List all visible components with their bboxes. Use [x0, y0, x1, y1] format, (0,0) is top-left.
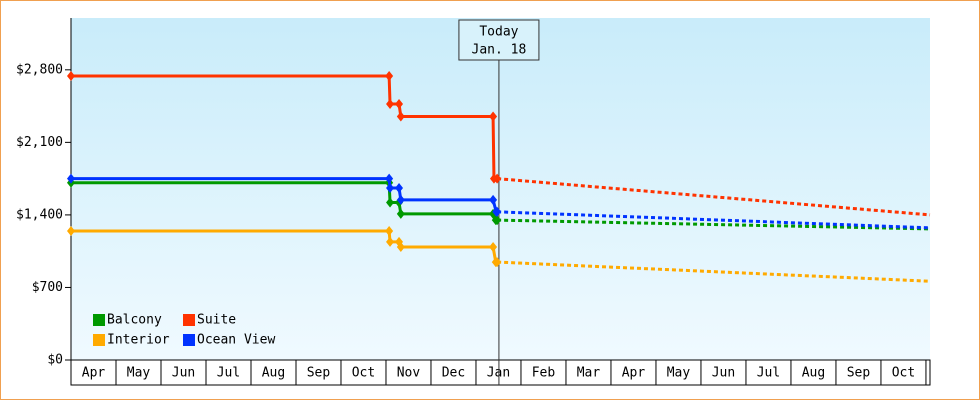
point-marker	[489, 242, 498, 253]
point-marker	[396, 194, 405, 205]
x-tick-label: Oct	[352, 366, 375, 381]
point-marker	[67, 225, 75, 236]
point-marker	[489, 194, 498, 205]
forecast-line	[497, 210, 931, 230]
point-marker	[396, 242, 405, 253]
legend-label: Interior	[107, 333, 170, 348]
forecast-line	[497, 218, 931, 231]
point-marker	[395, 99, 404, 110]
x-tick-label: Dec	[442, 366, 465, 381]
point-marker	[395, 182, 404, 193]
y-tick-label: $2,800	[16, 62, 63, 77]
point-marker	[396, 208, 405, 219]
x-tick-label: Jul	[217, 366, 240, 381]
x-tick-label: Mar	[577, 366, 601, 381]
point-marker	[67, 71, 75, 82]
plot-area	[71, 18, 930, 360]
point-marker	[67, 173, 75, 184]
x-tick-label: Sep	[307, 366, 331, 381]
point-marker	[385, 173, 394, 184]
x-tick-label: May	[127, 366, 151, 381]
point-marker	[386, 197, 395, 208]
x-tick-label: May	[667, 366, 691, 381]
x-tick-label: Sep	[847, 366, 871, 381]
forecast-line	[496, 177, 931, 217]
point-marker	[493, 215, 502, 226]
x-tick-label: Feb	[532, 366, 556, 381]
legend-swatch	[183, 314, 195, 326]
x-tick-label: Aug	[262, 366, 285, 381]
x-tick-label: Apr	[82, 366, 106, 381]
x-tick-label: Jun	[172, 366, 195, 381]
x-axis-band	[70, 359, 931, 386]
point-marker	[489, 111, 498, 122]
x-tick-label: Jun	[712, 366, 735, 381]
x-tick-label: Oct	[892, 366, 915, 381]
y-tick-label: $700	[32, 280, 63, 295]
point-marker	[386, 182, 395, 193]
y-tick-label: $1,400	[16, 207, 63, 222]
point-marker	[493, 257, 502, 268]
point-marker	[385, 225, 394, 236]
legend-swatch	[93, 314, 105, 326]
point-marker	[396, 111, 405, 122]
legend-swatch	[183, 334, 195, 346]
point-marker	[493, 206, 502, 217]
today-label: Today	[479, 25, 518, 40]
legend-label: Balcony	[107, 313, 162, 328]
today-box	[458, 19, 540, 61]
legend-swatch	[93, 334, 105, 346]
legend-label: Ocean View	[197, 333, 275, 348]
y-tick-label: $0	[47, 353, 63, 368]
point-marker	[386, 99, 395, 110]
legend-label: Suite	[197, 313, 236, 328]
today-label: Jan. 18	[472, 43, 527, 58]
x-tick-label: Aug	[802, 366, 825, 381]
point-marker	[493, 173, 502, 184]
x-tick-label: Jul	[757, 366, 780, 381]
x-tick-label: Apr	[622, 366, 646, 381]
x-tick-label: Nov	[397, 366, 421, 381]
forecast-line	[497, 260, 931, 283]
point-marker	[386, 236, 395, 247]
point-marker	[385, 71, 394, 82]
y-tick-label: $2,100	[16, 135, 63, 150]
